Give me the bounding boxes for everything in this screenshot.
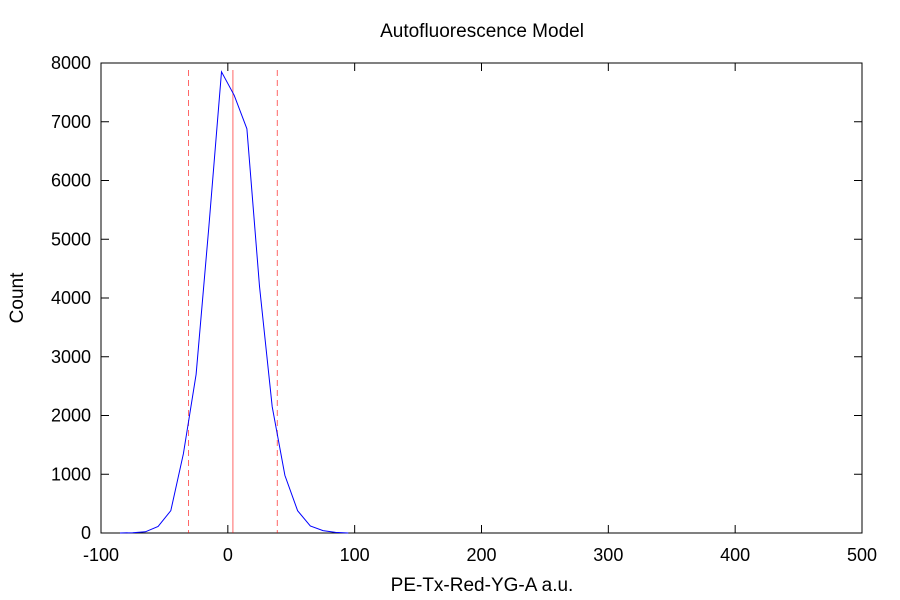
x-tick-label: 300 <box>593 545 623 565</box>
x-tick-label: 0 <box>223 545 233 565</box>
y-axis-label: Count <box>7 272 28 323</box>
y-tick-label: 6000 <box>51 171 91 191</box>
y-tick-label: 8000 <box>51 53 91 73</box>
y-tick-label: 4000 <box>51 288 91 308</box>
x-tick-label: 400 <box>720 545 750 565</box>
x-axis: -100 0 100 200 300 400 500 <box>83 63 877 565</box>
reference-lines <box>188 70 278 533</box>
x-axis-label: PE-Tx-Red-YG-A a.u. <box>391 575 574 596</box>
x-tick-label: 100 <box>340 545 370 565</box>
x-tick-label: 200 <box>466 545 496 565</box>
y-tick-label: 1000 <box>51 464 91 484</box>
y-tick-label: 3000 <box>51 347 91 367</box>
series-group <box>119 70 349 534</box>
y-tick-label: 2000 <box>51 406 91 426</box>
y-tick-label: 0 <box>81 523 91 543</box>
y-tick-label: 7000 <box>51 112 91 132</box>
y-axis: 0 1000 2000 3000 4000 5000 6000 7000 8000 <box>51 53 862 543</box>
x-tick-label: 500 <box>847 545 877 565</box>
y-tick-label: 5000 <box>51 229 91 249</box>
chart-title: Autofluorescence Model <box>380 21 584 42</box>
x-tick-label: -100 <box>83 545 119 565</box>
series-line <box>119 70 349 534</box>
plot-frame <box>100 62 863 534</box>
